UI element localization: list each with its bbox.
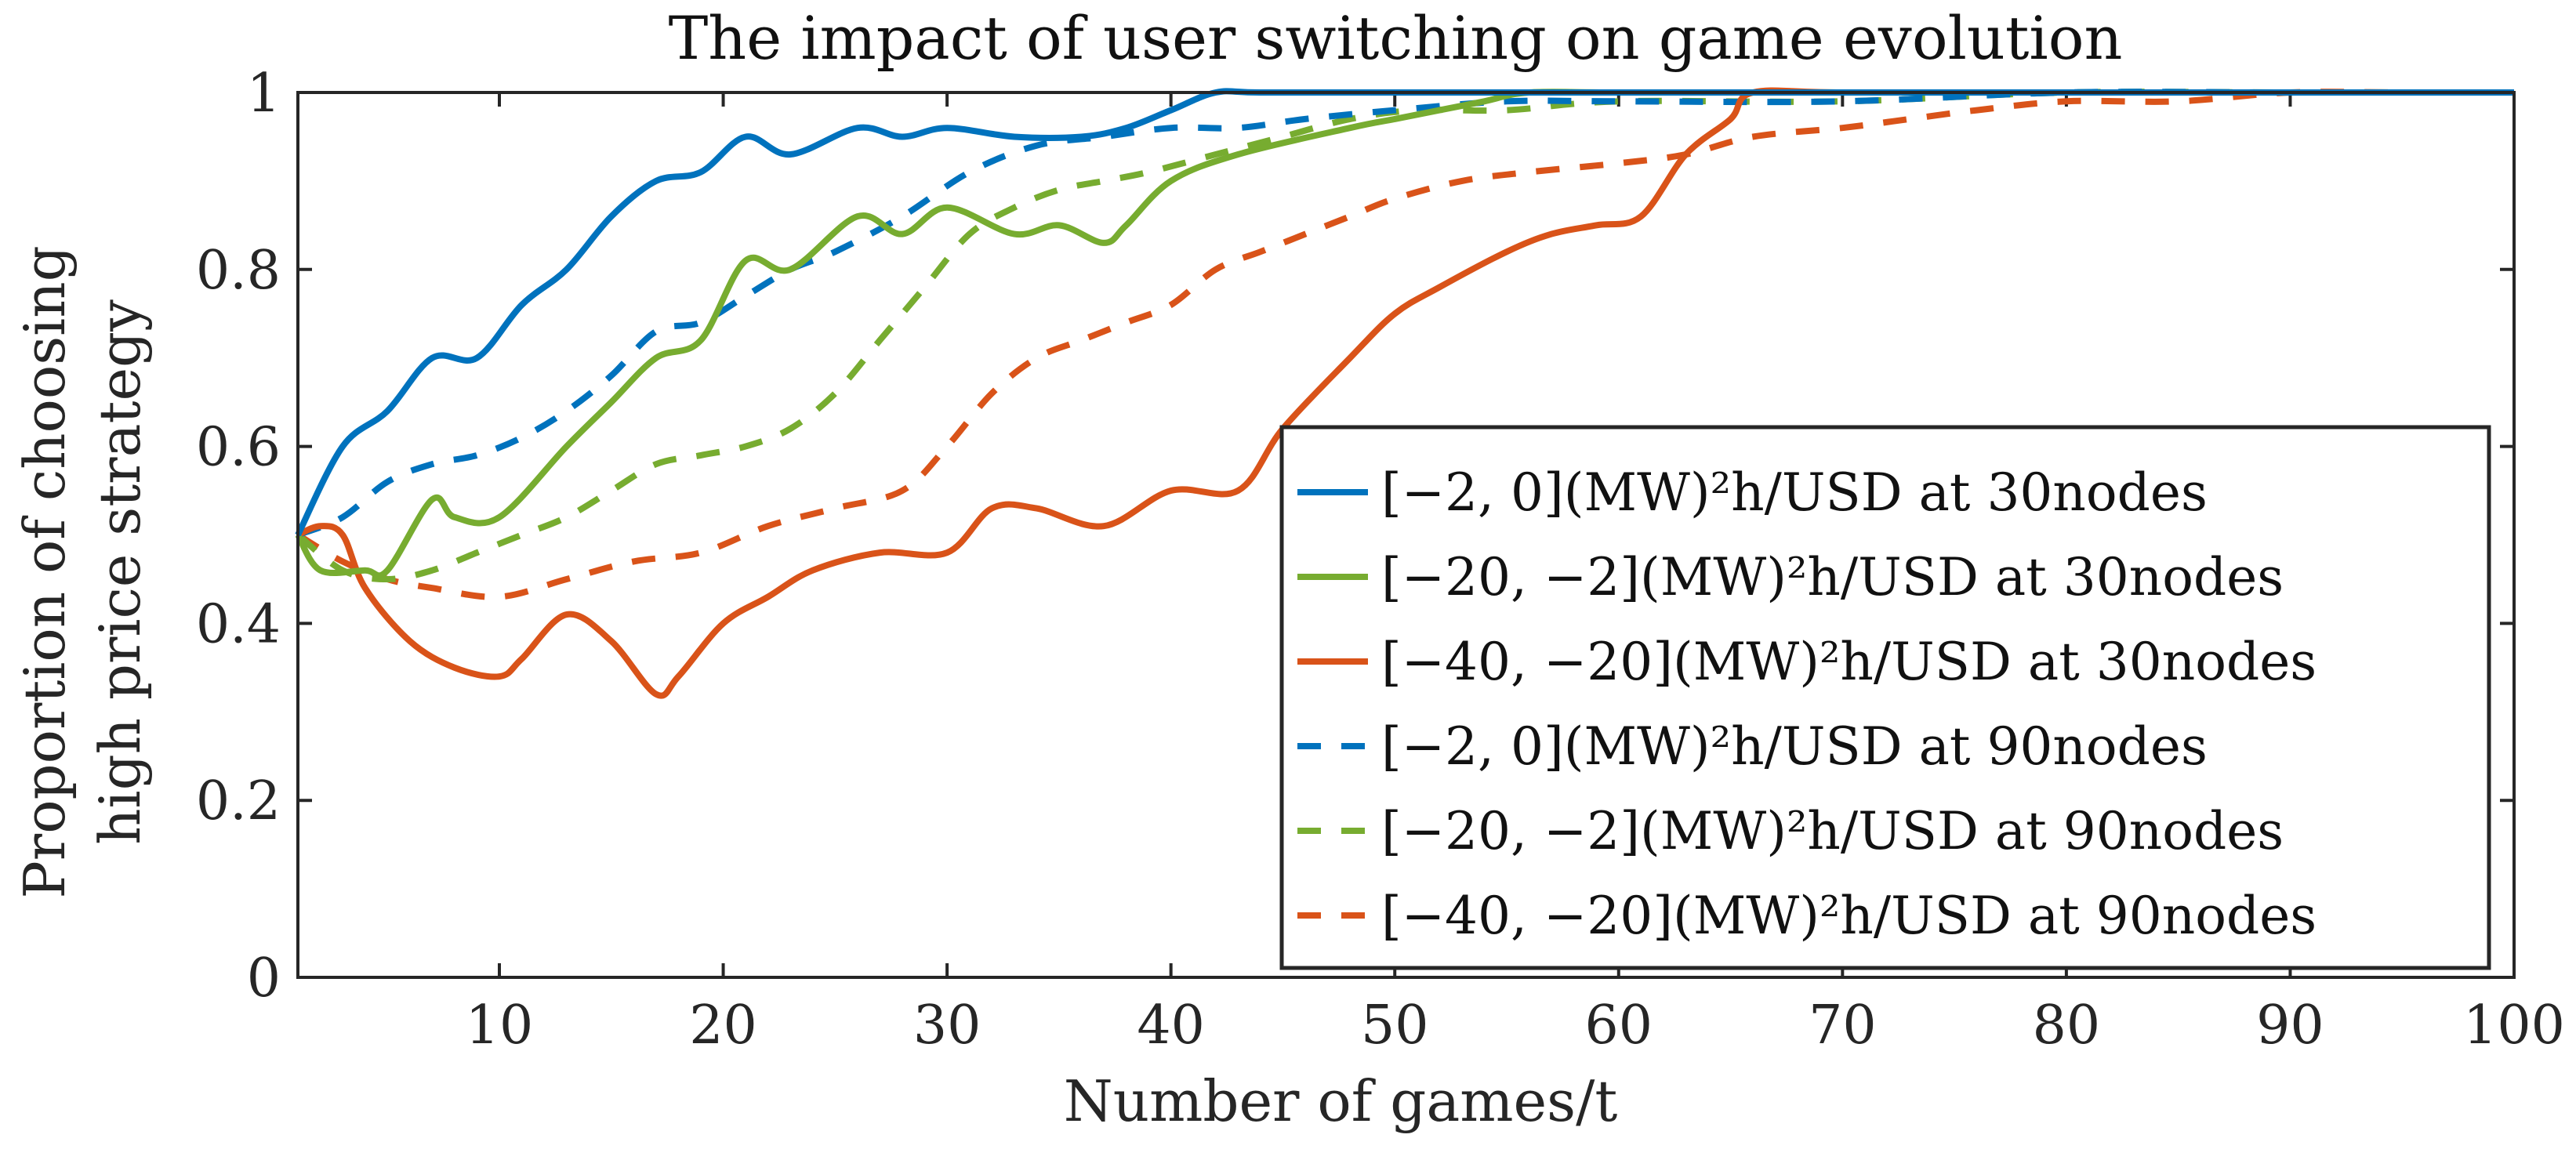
chart-title: The impact of user switching on game evo… [669, 3, 2123, 73]
x-tick-label: 10 [466, 995, 534, 1057]
y-axis: 0 0.2 0.4 0.6 0.8 1 [196, 63, 2514, 1009]
legend-entry-5: [−20, −2](MW)²h/USD at 90nodes [1381, 801, 2284, 861]
legend-entry-1: [−2, 0](MW)²h/USD at 30nodes [1381, 462, 2208, 523]
x-tick-label: 70 [1809, 995, 1877, 1057]
y-tick-label: 0.8 [196, 240, 281, 302]
y-tick-label: 0.4 [196, 593, 281, 655]
y-tick-label: 0.6 [196, 417, 281, 479]
axes-box [296, 91, 2516, 979]
y-tick-label: 1 [247, 63, 281, 125]
legend: [−2, 0](MW)²h/USD at 30nodes [−20, −2](MW… [1279, 425, 2491, 970]
series-line-6 [296, 89, 2514, 600]
legend-box [1279, 425, 2491, 970]
y-axis-label-line-2: high price strategy [87, 299, 153, 845]
x-tick-label: 40 [1137, 995, 1205, 1057]
legend-entry-4: [−2, 0](MW)²h/USD at 90nodes [1381, 716, 2208, 777]
x-axis-label: Number of games/t [1064, 1068, 1618, 1134]
x-tick-label: 30 [913, 995, 981, 1057]
x-tick-label: 100 [2463, 995, 2565, 1057]
x-axis: 10 20 30 40 50 60 70 80 90 100 [466, 92, 2565, 1057]
legend-entry-6: [−40, −20](MW)²h/USD at 90nodes [1381, 886, 2317, 946]
x-tick-label: 80 [2033, 995, 2101, 1057]
x-tick-label: 90 [2256, 995, 2324, 1057]
x-tick-label: 50 [1361, 995, 1429, 1057]
legend-entry-2: [−20, −2](MW)²h/USD at 30nodes [1381, 547, 2284, 607]
x-tick-label: 60 [1585, 995, 1653, 1057]
series-line-4 [296, 89, 2514, 538]
legend-entry-3: [−40, −20](MW)²h/USD at 30nodes [1381, 632, 2317, 692]
y-tick-label: 0 [247, 948, 281, 1009]
y-axis-label-line-1: Proportion of choosing [12, 245, 78, 898]
y-tick-label: 0.2 [196, 770, 281, 832]
x-tick-label: 20 [689, 995, 757, 1057]
